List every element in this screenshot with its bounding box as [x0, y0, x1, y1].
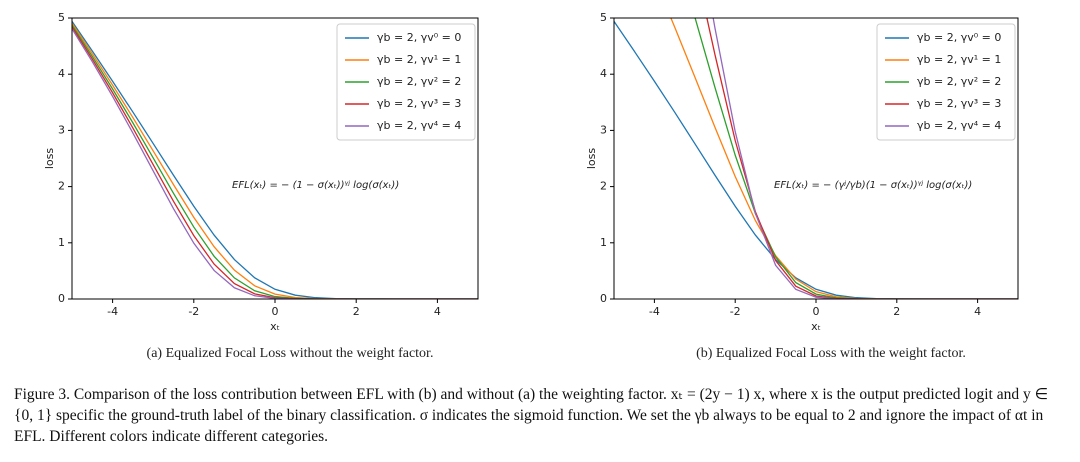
- y-tick-label: 5: [58, 11, 65, 24]
- subcaption: (a) Equalized Focal Loss without the wei…: [147, 346, 434, 361]
- x-tick-label: -2: [730, 305, 741, 318]
- y-tick-label: 1: [58, 236, 65, 249]
- legend-label: γb = 2, γv¹ = 1: [377, 53, 461, 66]
- series-line: [72, 26, 478, 299]
- x-tick-label: 4: [974, 305, 981, 318]
- series-line: [694, 18, 1018, 299]
- subcaption: (b) Equalized Focal Loss with the weight…: [696, 346, 966, 361]
- x-tick-label: 4: [434, 305, 441, 318]
- y-tick-label: 4: [58, 67, 65, 80]
- x-tick-label: -4: [107, 305, 118, 318]
- legend-label: γb = 2, γv⁰ = 0: [917, 31, 1001, 44]
- x-tick-label: 0: [813, 305, 820, 318]
- axes-frame: [613, 17, 1019, 300]
- legend-label: γb = 2, γv³ = 3: [377, 97, 461, 110]
- x-tick-label: -2: [188, 305, 199, 318]
- y-tick-label: 0: [600, 292, 607, 305]
- legend-label: γb = 2, γv⁴ = 4: [917, 119, 1001, 132]
- series-line: [706, 18, 1018, 299]
- x-tick-label: 2: [353, 305, 360, 318]
- legend-label: γb = 2, γv² = 2: [917, 75, 1001, 88]
- series-line: [712, 18, 1018, 299]
- axes-frame: [71, 17, 479, 300]
- x-tick-label: 0: [272, 305, 279, 318]
- y-tick-label: 0: [58, 292, 65, 305]
- series-line: [72, 22, 478, 299]
- legend-label: γb = 2, γv² = 2: [377, 75, 461, 88]
- legend-label: γb = 2, γv³ = 3: [917, 97, 1001, 110]
- x-axis-label: xₜ: [811, 320, 821, 333]
- y-tick-label: 3: [600, 123, 607, 136]
- y-tick-label: 5: [600, 11, 607, 24]
- y-tick-label: 1: [600, 236, 607, 249]
- series-line: [72, 28, 478, 299]
- y-axis-label: loss: [43, 148, 56, 170]
- y-tick-label: 3: [58, 123, 65, 136]
- y-tick-label: 4: [600, 67, 607, 80]
- legend-box: [876, 23, 1016, 141]
- annotation: EFL(xₜ) = − (γʲ/γb)(1 − σ(xₜ))ᵞʲ log(σ(x…: [774, 180, 972, 191]
- legend-label: γb = 2, γv⁰ = 0: [377, 31, 461, 44]
- y-tick-label: 2: [600, 180, 607, 193]
- figure: -4 -2 0 2 4 0 1 2 3 4 5 xₜ loss γb = 2, γv⁰ = 0 γb = 2…: [43, 11, 1019, 361]
- y-tick-label: 2: [58, 180, 65, 193]
- legend-label: γb = 2, γv¹ = 1: [917, 53, 1001, 66]
- annotation: EFL(xₜ) = − (1 − σ(xₜ))ᵞʲ log(σ(xₜ)): [232, 180, 399, 191]
- x-tick-label: -4: [649, 305, 660, 318]
- x-axis-label: xₜ: [270, 320, 280, 333]
- figure-caption: Figure 3. Comparison of the loss contrib…: [14, 386, 1049, 445]
- series-line: [670, 18, 1018, 299]
- y-axis-label: loss: [585, 148, 598, 170]
- legend-label: γb = 2, γv⁴ = 4: [377, 119, 461, 132]
- series-line: [72, 24, 478, 299]
- x-tick-label: 2: [893, 305, 900, 318]
- legend-box: [336, 23, 476, 141]
